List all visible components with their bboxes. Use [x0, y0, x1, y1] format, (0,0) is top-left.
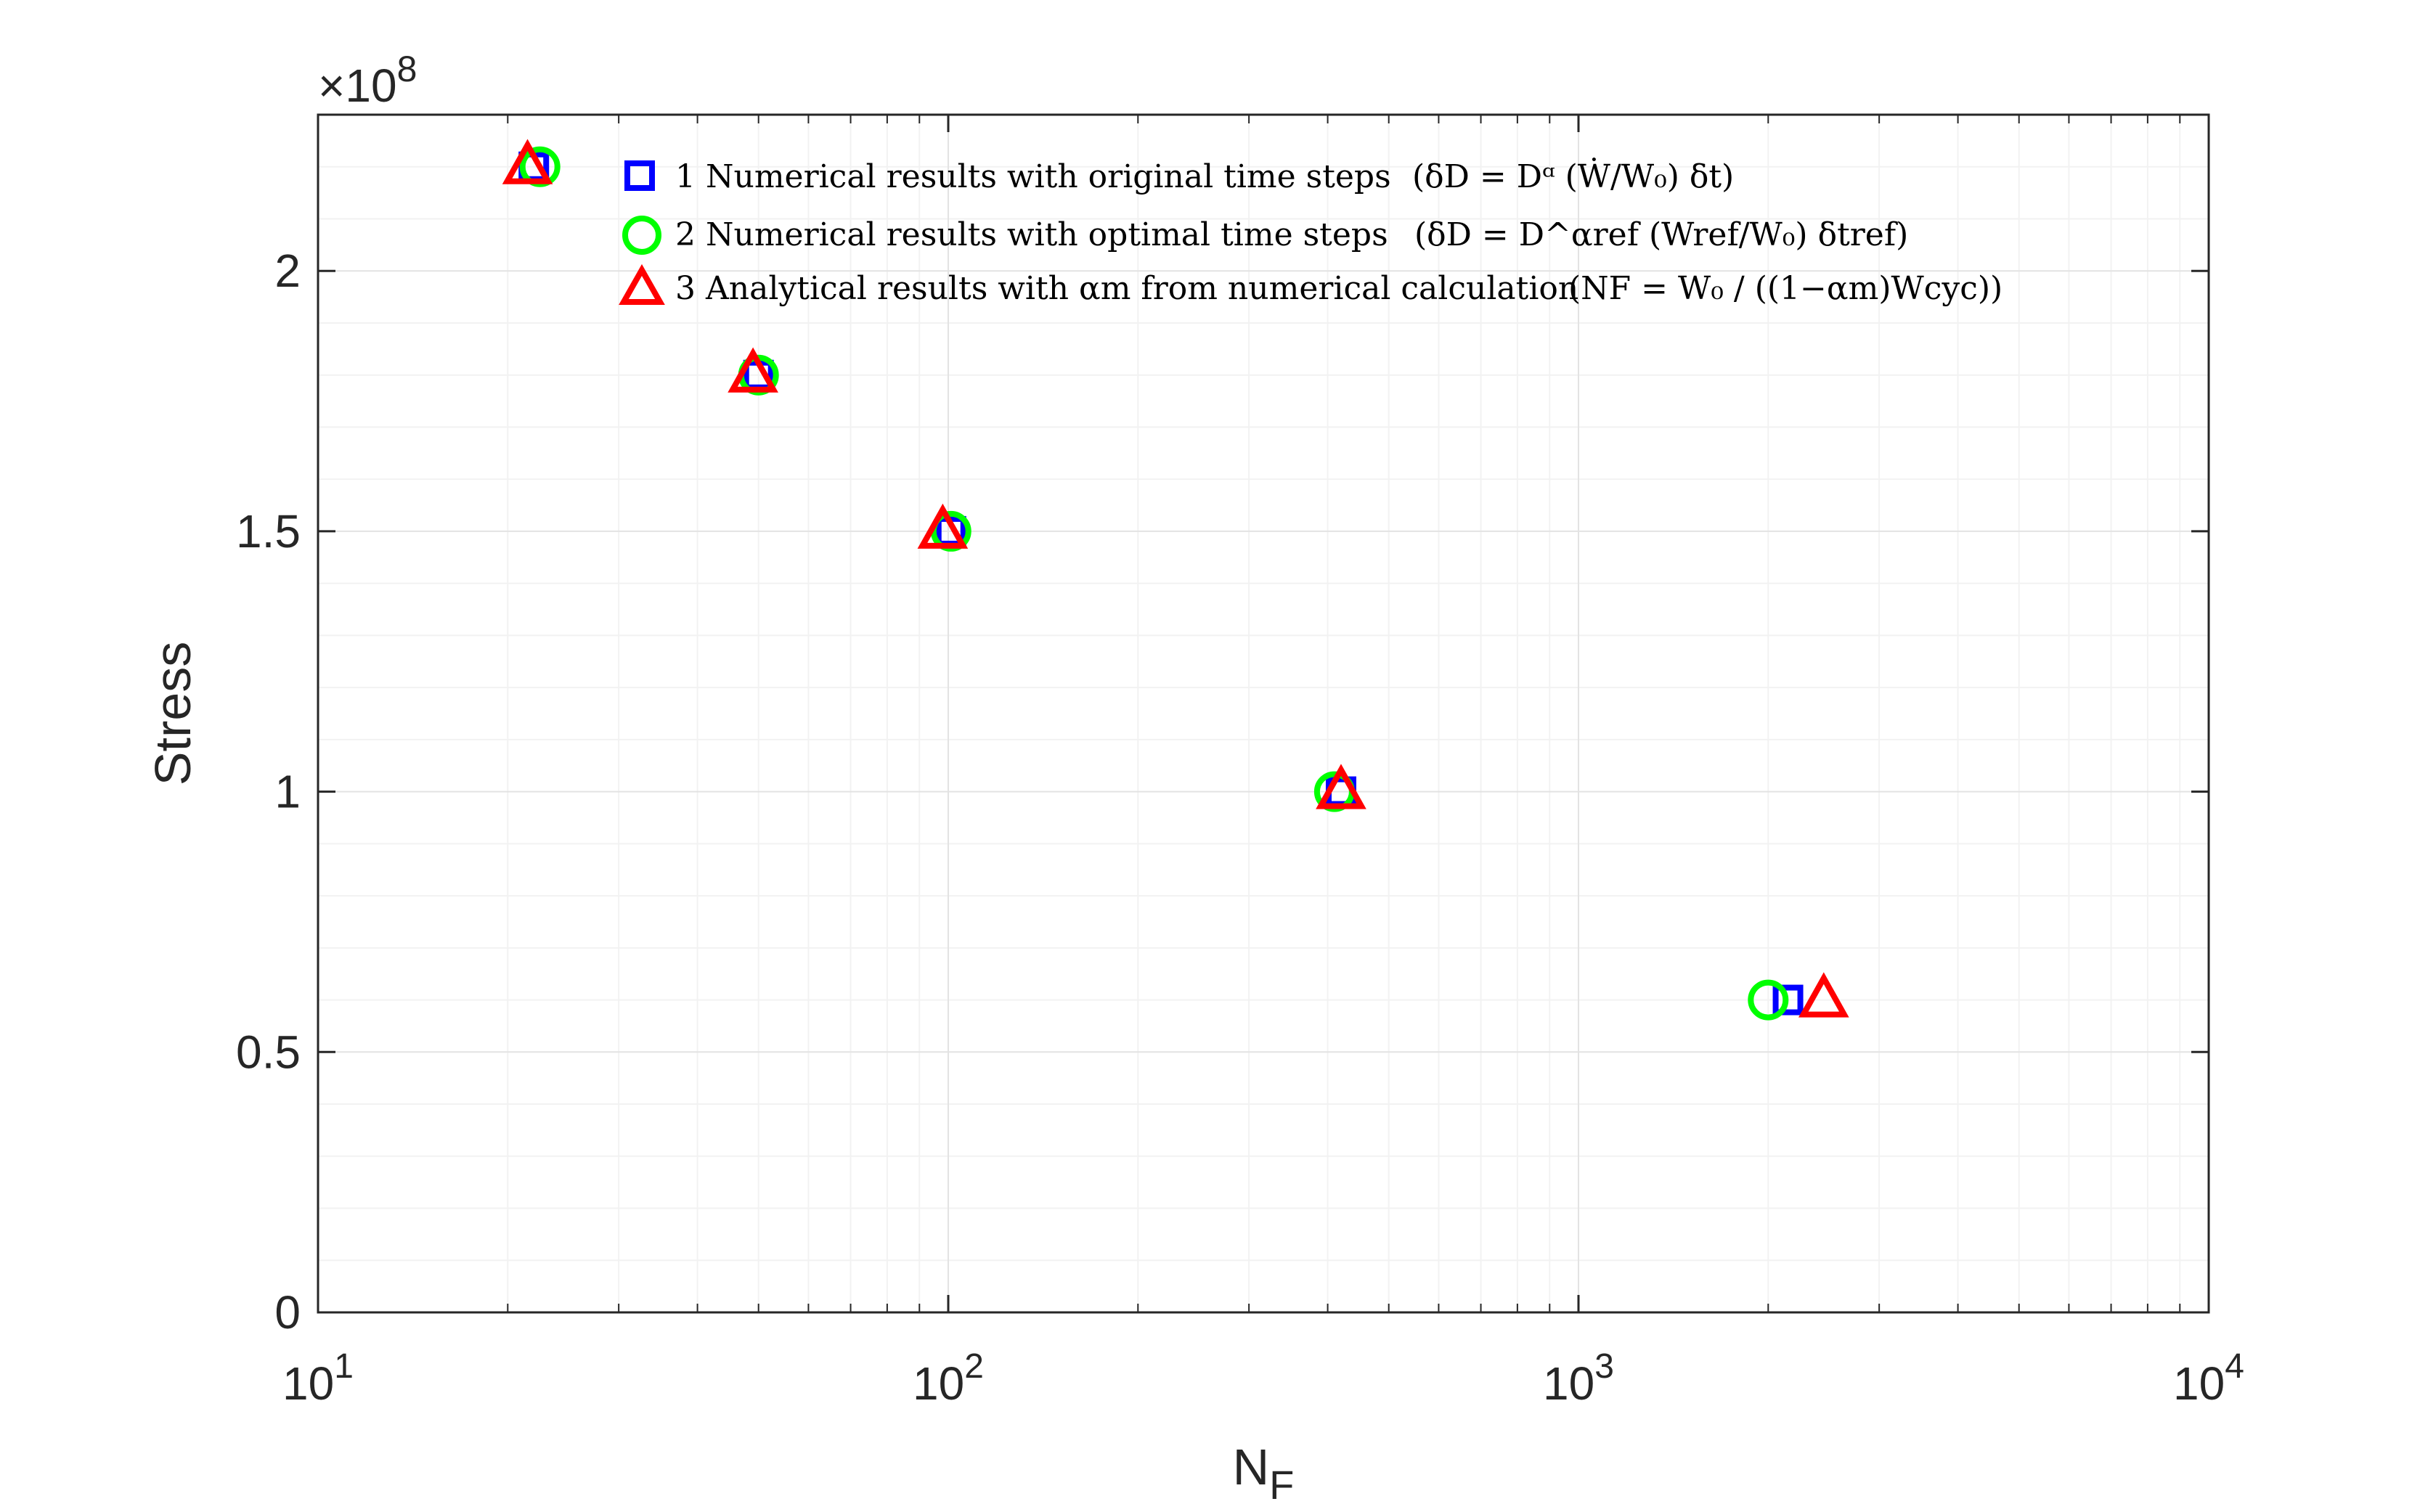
legend-entry-2: 2 Numerical results with optimal time st… [675, 216, 1388, 253]
data-point-circle [1748, 979, 1789, 1021]
x-tick-label: 101 [282, 1347, 354, 1410]
y-tick-label: 0.5 [236, 1026, 301, 1078]
y-tick-label: 0 [274, 1286, 301, 1339]
legend-entry-1-math: (δD = Dᵅ (Ẇ/W₀) δt) [1412, 157, 1734, 195]
grid-lines [317, 115, 2209, 1313]
legend-entry-1: 1 Numerical results with original time s… [675, 158, 1391, 195]
data-point-triangle [728, 347, 778, 393]
legend-entry-3-math: (NF = W₀ / ((1−αm)Wcyc)) [1568, 270, 2003, 307]
data-point-triangle [1798, 972, 1849, 1018]
y-tick-label: 1 [274, 766, 301, 818]
x-tick-base: 10 [2173, 1357, 2225, 1410]
series-3-markers [502, 139, 1849, 1018]
y-exponent-label: ×108 [318, 49, 417, 112]
x-tick-base: 10 [282, 1357, 334, 1410]
x-tick-label: 104 [2173, 1347, 2244, 1410]
legend-entry-2-math: (δD = D^αref (Wref/W₀) δtref) [1414, 216, 1908, 253]
legend-marker-circle [622, 216, 661, 255]
x-tick-exponent: 4 [2225, 1347, 2244, 1386]
x-tick-exponent: 3 [1594, 1347, 1614, 1386]
x-tick-label: 102 [913, 1347, 984, 1410]
x-axis-title: NF [1233, 1439, 1295, 1508]
data-markers [502, 139, 1849, 1021]
x-tick-base: 10 [913, 1357, 964, 1410]
legend-entry-3: 3 Analytical results with αm from numeri… [675, 270, 1578, 307]
legend-marker-triangle [619, 263, 665, 305]
y-tick-label: 1.5 [236, 505, 301, 557]
y-exponent-value: 8 [397, 49, 417, 89]
y-axis-title: Stress [144, 642, 201, 785]
data-point-triangle [917, 503, 969, 549]
plot-area [318, 115, 2209, 1312]
data-point-triangle [1316, 764, 1366, 809]
x-tick-exponent: 1 [334, 1347, 354, 1386]
y-tick-label: 2 [274, 245, 301, 297]
legend: 1 Numerical results with original time s… [619, 157, 2003, 307]
x-tick-label: 103 [1543, 1347, 1614, 1410]
x-axis-title-subscript: F [1269, 1462, 1294, 1508]
x-tick-base: 10 [1543, 1357, 1594, 1410]
data-point-square [1772, 984, 1804, 1016]
data-point-triangle [502, 139, 553, 184]
x-tick-exponent: 2 [964, 1347, 984, 1386]
plot-border [317, 113, 2210, 1314]
legend-marker-square [624, 160, 655, 191]
